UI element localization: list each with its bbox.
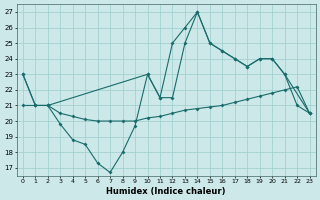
X-axis label: Humidex (Indice chaleur): Humidex (Indice chaleur) <box>107 187 226 196</box>
